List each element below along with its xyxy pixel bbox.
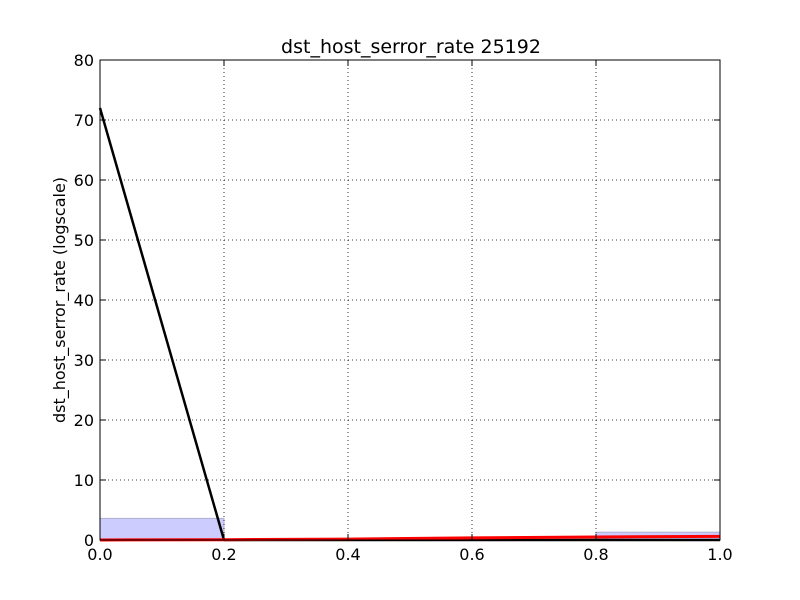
y-tick-label: 0	[84, 531, 94, 550]
x-tick-label: 0.2	[211, 545, 236, 564]
x-tick-label: 0.0	[87, 545, 112, 564]
histogram-bar	[99, 517, 225, 541]
y-tick-label: 60	[74, 171, 94, 190]
y-tick-label: 20	[74, 411, 94, 430]
x-tick-label: 0.6	[459, 545, 484, 564]
y-tick-label: 30	[74, 351, 94, 370]
y-tick-label: 70	[74, 111, 94, 130]
x-axis-ticks: 0.0 0.2 0.4 0.6 0.8 1.0	[87, 60, 733, 564]
y-tick-label: 80	[74, 51, 94, 70]
grid-lines	[100, 60, 720, 540]
x-tick-label: 0.8	[583, 545, 608, 564]
y-axis-ticks: 0 10 20 30 40 50 60 70 80	[74, 51, 720, 550]
chart-title: dst_host_serror_rate 25192	[281, 36, 541, 58]
y-axis-label: dst_host_serror_rate (logscale)	[50, 177, 70, 423]
y-tick-label: 10	[74, 471, 94, 490]
y-tick-label: 50	[74, 231, 94, 250]
x-tick-label: 0.4	[335, 545, 360, 564]
x-tick-label: 1.0	[707, 545, 732, 564]
y-tick-label: 40	[74, 291, 94, 310]
